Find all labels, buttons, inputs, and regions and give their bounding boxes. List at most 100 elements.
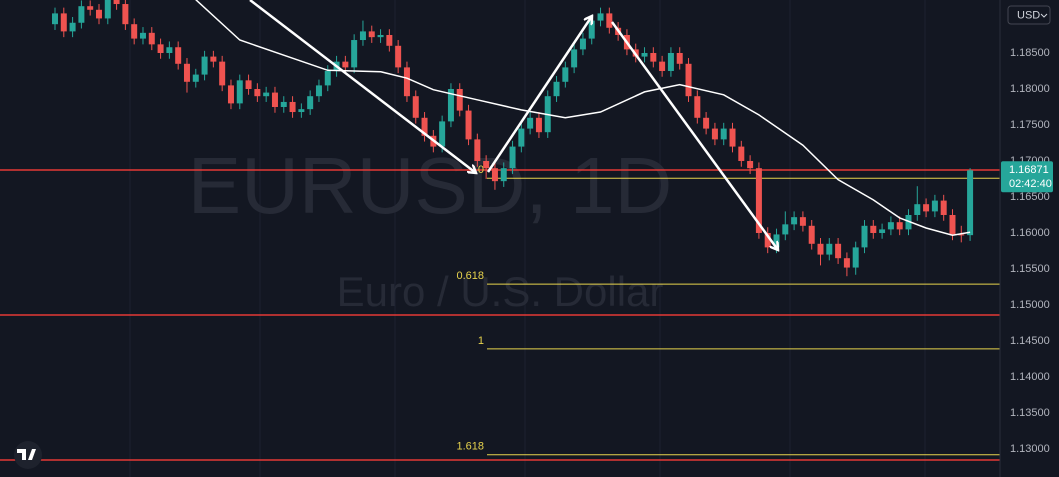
candle-body [835, 243, 842, 259]
candle-body [201, 56, 208, 75]
currency-button[interactable] [1007, 5, 1051, 25]
candle-body [491, 168, 498, 182]
candle-body [271, 92, 278, 107]
y-tick-label: 1.17500 [1010, 119, 1050, 131]
candle-body [509, 146, 516, 169]
candle-body [967, 170, 974, 236]
last-price-box [1001, 161, 1053, 193]
candle-body [465, 110, 472, 140]
candle-body [280, 101, 287, 107]
countdown: 02:42:40 [1009, 178, 1052, 190]
candle-body [931, 200, 938, 212]
candle-body [518, 128, 525, 147]
symbol-watermark: EURUSD, 1D [188, 141, 673, 230]
candle-body [324, 70, 331, 86]
candle-body [597, 13, 604, 21]
candle-body [641, 52, 648, 57]
candle-body [359, 31, 366, 41]
candle-body [606, 13, 613, 28]
candle-body [896, 222, 903, 230]
candle-body [535, 117, 542, 133]
candle-body [685, 63, 692, 97]
candles [51, 0, 974, 277]
y-tick-label: 1.18000 [1010, 83, 1050, 95]
candle-body [60, 13, 67, 32]
candle-body [703, 117, 710, 129]
moving-average [195, 0, 971, 236]
candle-body [227, 85, 234, 104]
ma-line [195, 0, 971, 236]
candle-body [738, 146, 745, 161]
candle-body [78, 6, 85, 23]
candle-body [914, 204, 921, 215]
dropdown-caret [1040, 13, 1048, 18]
levels: 0 0.618 1 1.618 [0, 164, 1000, 461]
candle-body [474, 139, 481, 161]
arrow [610, 21, 778, 250]
candle-body [148, 32, 155, 45]
candle-body [131, 24, 138, 39]
candle-body [799, 217, 806, 226]
candle-body [104, 0, 111, 19]
candle-body [958, 234, 965, 236]
candle-body [351, 40, 358, 68]
y-tick-label: 1.13000 [1010, 443, 1050, 455]
vertical-grid [129, 0, 926, 477]
candle-body [791, 217, 798, 225]
candle-body [183, 63, 190, 82]
candle-body [659, 61, 666, 71]
candle-body [421, 117, 428, 136]
candle-body [412, 96, 419, 118]
candle-body [254, 88, 261, 97]
candle-body [219, 61, 226, 86]
candle-body [386, 34, 393, 46]
candle-body [307, 96, 314, 110]
last-price-value: 1.16871 [1009, 164, 1049, 176]
candle-body [562, 67, 569, 82]
candle-body [342, 61, 349, 68]
candle-body [527, 117, 534, 129]
candle-body [51, 13, 58, 25]
candle-body [764, 232, 771, 248]
candle-body [667, 52, 674, 71]
candle-body [887, 222, 894, 230]
candle-body [245, 80, 252, 89]
candle-body [113, 0, 120, 5]
candle-body [843, 258, 850, 268]
currency[interactable]: USD [1017, 9, 1040, 21]
y-tick-label: 1.14000 [1010, 371, 1050, 383]
candle-body [210, 56, 217, 62]
y-tick-label: 1.14500 [1010, 335, 1050, 347]
candle-body [694, 96, 701, 118]
candle-body [236, 80, 243, 104]
candle-body [852, 247, 859, 268]
candle-body [368, 31, 375, 38]
candle-body [95, 9, 102, 19]
fib-label: 1.618 [456, 441, 484, 453]
price-axis [1000, 0, 1059, 477]
candle-body [87, 6, 94, 10]
trend-arrows [249, 0, 778, 250]
last-price: 1.16871 02:42:40 [1001, 161, 1053, 193]
candle-body [650, 52, 657, 62]
candle-body [447, 88, 454, 122]
price-axis-labels: 1.13000 1.13500 1.14000 1.14500 1.15000 1.155… [1010, 47, 1050, 455]
candle-body [122, 4, 129, 25]
fib-label: 1 [478, 335, 484, 347]
candle-body [157, 44, 164, 53]
arrow [486, 16, 592, 173]
candle-body [879, 229, 886, 233]
candle-body [588, 20, 595, 39]
candle-body [729, 128, 736, 147]
candle-body [289, 101, 296, 113]
candle-body [755, 168, 762, 233]
candle-body [905, 214, 912, 230]
candle-body [571, 49, 578, 68]
tv-logo [14, 441, 42, 469]
candle-body [403, 67, 410, 97]
candle-body [377, 34, 384, 38]
fib-label: 0 [478, 164, 484, 176]
fib-label: 0.618 [456, 270, 484, 282]
